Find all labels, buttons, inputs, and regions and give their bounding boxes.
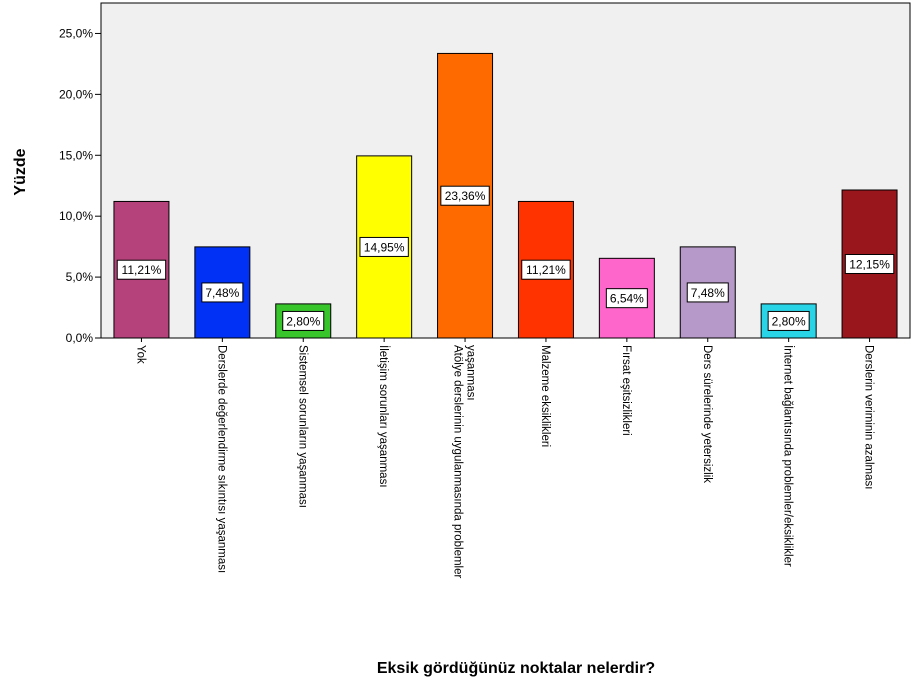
data-label: 14,95% (364, 240, 405, 254)
y-axis-title: Yüzde (12, 148, 29, 195)
x-category-label: Ders sürelerinde yetersizlik (701, 345, 713, 483)
data-label: 12,15% (849, 257, 890, 271)
y-axis: 0,0% 5,0% 10,0% 15,0% 20,0% 25,0% (59, 3, 910, 345)
data-label: 7,48% (691, 286, 725, 300)
x-category-label: Atölye derslerinin uygulanmasında proble… (452, 345, 477, 578)
data-label-box (440, 185, 490, 206)
x-category-label: Yok (134, 345, 146, 364)
y-tick-label: 0,0% (66, 331, 94, 345)
data-label: 7,48% (205, 286, 239, 300)
data-label: 23,36% (445, 189, 486, 203)
data-label-box (116, 259, 167, 280)
data-label: 11,21% (526, 263, 566, 277)
x-category-label: İnternet bağlantısında problemler/eksikl… (782, 345, 795, 567)
x-category-label: Derslerde değerlendirme sıkıntısı yaşanm… (215, 345, 227, 573)
y-tick-label: 10,0% (59, 209, 93, 223)
x-axis-categories: Yok Derslerde değerlendirme sıkıntısı yaş… (134, 338, 875, 578)
x-category-label: Sistemsel sorunların yaşanması (296, 345, 308, 508)
data-label-box (844, 253, 895, 274)
y-tick-label: 5,0% (66, 270, 94, 284)
x-category-label: İletişim sorunları yaşanması (377, 345, 390, 488)
y-tick-label: 25,0% (59, 26, 93, 40)
data-label: 11,21% (122, 263, 162, 277)
x-category-label: Fırsat eşitsizlikleri (620, 345, 632, 436)
y-tick-label: 20,0% (59, 87, 93, 101)
data-label-box (359, 236, 409, 257)
data-label-box (282, 310, 325, 331)
x-axis-title: Eksik gördüğünüz noktalar nelerdir? (377, 660, 655, 677)
x-category-label: Derslerin veriminin azalması (863, 345, 875, 489)
y-tick-label: 15,0% (59, 148, 93, 162)
data-label-box (201, 282, 244, 303)
data-label: 2,80% (772, 314, 806, 328)
x-category-label: Malzeme eksiklikleri (539, 345, 551, 447)
data-label-box (605, 288, 648, 309)
data-labels: 11,21% 7,48% 2,80% 14,95% 23,36% 11,21% 6,54% 7… (116, 185, 895, 331)
data-label-box (767, 310, 810, 331)
data-label-box (521, 259, 571, 280)
data-label: 2,80% (286, 314, 320, 328)
data-label-box (686, 282, 729, 303)
data-label: 6,54% (610, 292, 644, 306)
